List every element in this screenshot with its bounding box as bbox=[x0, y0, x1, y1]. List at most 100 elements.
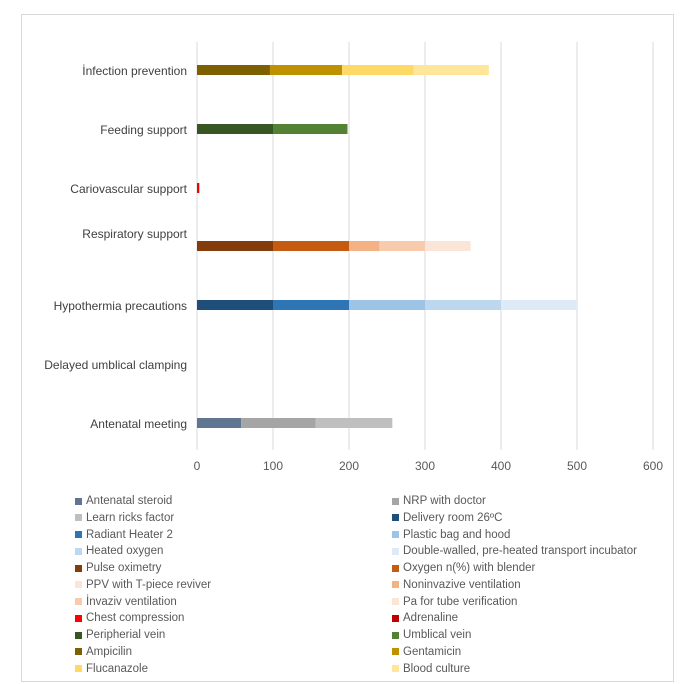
legend-swatch bbox=[392, 514, 399, 522]
legend-label: Adrenaline bbox=[403, 612, 458, 625]
legend-label: İnvaziv ventilation bbox=[86, 595, 177, 608]
chart-frame bbox=[21, 14, 674, 682]
legend-swatch bbox=[392, 547, 399, 555]
legend-swatch bbox=[392, 581, 399, 589]
legend-label: Delivery room 26ºC bbox=[403, 511, 503, 524]
bar-segment bbox=[198, 183, 200, 193]
bar-segment bbox=[349, 241, 380, 251]
legend-label: Oxygen n(%) with blender bbox=[403, 562, 536, 574]
legend-swatch bbox=[75, 614, 82, 622]
x-tick-label: 400 bbox=[491, 459, 511, 473]
legend-label: Heated oxygen bbox=[86, 545, 164, 558]
legend-item: Chest compression bbox=[75, 611, 184, 625]
bar-segment bbox=[342, 65, 414, 75]
category-label: Respiratory support bbox=[82, 227, 187, 241]
bar-segment bbox=[241, 418, 316, 428]
legend-label: Radiant Heater 2 bbox=[86, 528, 173, 541]
category-label: İnfection prevention bbox=[82, 64, 187, 78]
x-tick-label: 200 bbox=[339, 459, 359, 473]
x-axis-ticks: 0 100 200 300 400 500 600 bbox=[194, 459, 664, 473]
legend-item: Flucanazole bbox=[75, 662, 148, 676]
category-labels: İnfection prevention Feeding support Cario… bbox=[44, 64, 187, 431]
legend-swatch bbox=[75, 564, 82, 572]
legend-item: Noninvazive ventilation bbox=[392, 578, 521, 592]
legend-item: Radiant Heater 2 bbox=[75, 528, 173, 542]
legend-swatch bbox=[392, 614, 399, 622]
bar-segment bbox=[349, 300, 425, 310]
legend-label: PPV with T-piece reviver bbox=[86, 578, 212, 591]
legend-item: Learn ricks factor bbox=[75, 511, 174, 525]
legend-label: Flucanazole bbox=[86, 662, 149, 675]
x-tick-label: 500 bbox=[567, 459, 587, 473]
category-label: Cariovascular support bbox=[70, 182, 187, 196]
x-tick-label: 100 bbox=[263, 459, 283, 473]
legend-label: Pa for tube verification bbox=[403, 595, 518, 608]
legend-swatch bbox=[75, 648, 82, 656]
legend-swatch bbox=[75, 547, 82, 555]
legend-item: Peripherial vein bbox=[75, 628, 165, 642]
legend-label: Chest compression bbox=[86, 612, 185, 625]
bar-segment bbox=[501, 300, 577, 310]
legend-swatch bbox=[75, 631, 82, 639]
legend-swatch bbox=[392, 598, 399, 605]
bar-segment bbox=[197, 418, 242, 428]
bar-segment bbox=[197, 241, 273, 251]
bar-segment bbox=[273, 241, 349, 251]
bar-segment bbox=[379, 241, 425, 251]
category-label: Delayed umblical clamping bbox=[44, 358, 187, 372]
legend-swatch bbox=[392, 531, 399, 538]
legend-item: Gentamicin bbox=[392, 645, 461, 659]
legend-label: Plastic bag and hood bbox=[403, 528, 511, 541]
category-label: Feeding support bbox=[100, 123, 187, 137]
bar-segment bbox=[273, 124, 348, 134]
legend-label: Learn ricks factor bbox=[86, 511, 175, 524]
legend-item: Pa for tube verification bbox=[392, 595, 517, 609]
bar-segment bbox=[197, 300, 273, 310]
legend-swatch bbox=[75, 497, 82, 505]
legend-item: Heated oxygen bbox=[75, 544, 163, 558]
legend-swatch bbox=[392, 497, 399, 505]
category-label: Antenatal meeting bbox=[90, 417, 187, 431]
legend-item: Plastic bag and hood bbox=[392, 528, 510, 542]
bar-segment bbox=[273, 300, 349, 310]
legend-label: Pulse oximetry bbox=[86, 562, 162, 574]
legend-item: Oxygen n(%) with blender bbox=[392, 561, 535, 575]
bar-segment bbox=[413, 65, 489, 75]
legend-swatch bbox=[75, 531, 82, 538]
x-tick-label: 600 bbox=[643, 459, 663, 473]
legend-label: NRP with doctor bbox=[403, 495, 486, 507]
legend-swatch bbox=[392, 564, 399, 572]
legend-item: Pulse oximetry bbox=[75, 561, 161, 575]
legend-swatch bbox=[392, 665, 399, 672]
legend-label: Peripherial vein bbox=[86, 629, 166, 641]
legend-swatch bbox=[75, 665, 82, 672]
legend-item: NRP with doctor bbox=[392, 494, 486, 508]
bars bbox=[197, 65, 577, 428]
legend-item: Umblical vein bbox=[392, 628, 471, 642]
bar-segment bbox=[197, 65, 270, 75]
legend-label: Gentamicin bbox=[403, 645, 462, 658]
bar-segment bbox=[315, 418, 393, 428]
legend-label: Double-walled, pre-heated transport incu… bbox=[403, 545, 637, 558]
x-tick-label: 300 bbox=[415, 459, 435, 473]
grid-lines bbox=[196, 42, 654, 450]
legend-label: Noninvazive ventilation bbox=[403, 578, 521, 591]
legend-item: PPV with T-piece reviver bbox=[75, 578, 211, 592]
bar-segment bbox=[197, 183, 199, 193]
legend-swatch bbox=[392, 631, 399, 639]
legend-item: Delivery room 26ºC bbox=[392, 511, 502, 525]
bar-segment bbox=[197, 124, 273, 134]
bar-segment bbox=[269, 65, 343, 75]
legend-item: Ampicilin bbox=[75, 645, 132, 659]
legend-label: Umblical vein bbox=[403, 629, 472, 641]
bar-segment bbox=[425, 241, 471, 251]
legend-label: Ampicilin bbox=[86, 645, 133, 658]
legend-swatch bbox=[75, 581, 82, 589]
legend-item: İnvaziv ventilation bbox=[75, 595, 177, 609]
legend-swatch bbox=[75, 514, 82, 522]
legend-item: Antenatal steroid bbox=[75, 494, 172, 508]
legend-swatch bbox=[392, 648, 399, 656]
bar-segment bbox=[425, 300, 501, 310]
legend-label: Antenatal steroid bbox=[86, 495, 173, 507]
